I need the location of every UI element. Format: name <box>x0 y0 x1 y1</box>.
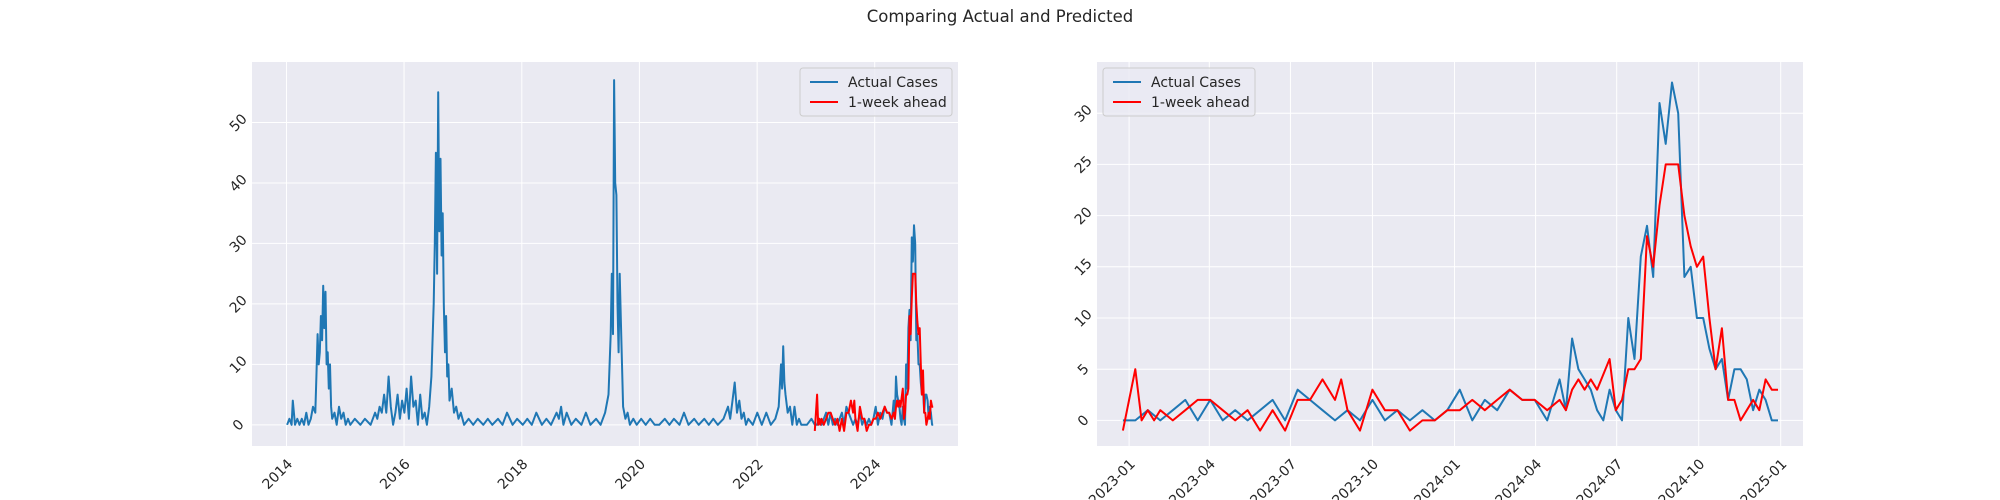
legend-label-actual: Actual Cases <box>1151 75 1241 91</box>
x-tick-label: 2024-01 <box>1411 456 1464 500</box>
one-week-ahead-line <box>813 272 934 432</box>
y-tick-label: 10 <box>1072 307 1096 331</box>
x-tick-label: 2025-01 <box>1738 456 1791 500</box>
y-tick-label: 30 <box>227 232 251 256</box>
x-tick-label: 2023-01 <box>1086 456 1139 500</box>
one-week-ahead-line <box>1121 163 1778 432</box>
y-tick-label: 25 <box>1072 153 1096 177</box>
legend-label-actual: Actual Cases <box>848 75 938 91</box>
y-tick-label: 30 <box>1072 102 1096 126</box>
x-tick-label: 2016 <box>377 456 414 493</box>
y-tick-label: 50 <box>227 111 251 135</box>
x-tick-label: 2023-04 <box>1166 456 1219 500</box>
plot-area <box>252 62 958 446</box>
y-tick-label: 10 <box>227 353 251 377</box>
y-tick-label: 0 <box>1075 412 1093 430</box>
legend-box <box>1102 67 1256 117</box>
right-chart: 0 5 10 15 20 25 30 2023-01 2023-04 2023-07 2023-10… <box>1072 62 1803 500</box>
left-chart: 0 10 20 30 40 50 2014 2016 2018 2020 2022 2024 Actua… <box>227 62 958 493</box>
x-tick-label: 2024-10 <box>1656 456 1709 500</box>
x-tick-label: 2023-10 <box>1329 456 1382 500</box>
legend-box <box>799 67 953 117</box>
x-tick-label: 2023-07 <box>1247 456 1300 500</box>
x-tick-label: 2020 <box>612 456 649 493</box>
x-tick-label: 2014 <box>260 456 297 493</box>
y-tick-label: 20 <box>227 293 251 317</box>
y-tick-label: 15 <box>1072 256 1096 280</box>
x-tick-label: 2024-04 <box>1493 456 1546 500</box>
y-tick-label: 40 <box>227 172 251 196</box>
actual-cases-line <box>1122 81 1778 422</box>
x-tick-label: 2018 <box>495 456 532 493</box>
legend-label-predicted: 1-week ahead <box>848 95 947 111</box>
legend: Actual Cases 1-week ahead <box>1102 67 1256 117</box>
x-tick-label: 2024-07 <box>1574 456 1627 500</box>
plot-area <box>1097 62 1803 446</box>
y-tick-label: 0 <box>230 417 248 435</box>
figure-title: Comparing Actual and Predicted <box>866 7 1134 26</box>
actual-cases-line <box>286 79 934 426</box>
legend-label-predicted: 1-week ahead <box>1151 95 1250 111</box>
x-tick-label: 2022 <box>730 456 767 493</box>
x-tick-label: 2024 <box>848 456 885 493</box>
legend: Actual Cases 1-week ahead <box>799 67 953 117</box>
y-tick-label: 5 <box>1075 361 1093 379</box>
y-tick-label: 20 <box>1072 204 1096 228</box>
